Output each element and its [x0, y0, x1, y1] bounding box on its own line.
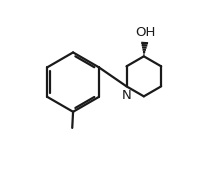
Text: N: N	[122, 89, 132, 102]
Text: OH: OH	[135, 26, 155, 39]
